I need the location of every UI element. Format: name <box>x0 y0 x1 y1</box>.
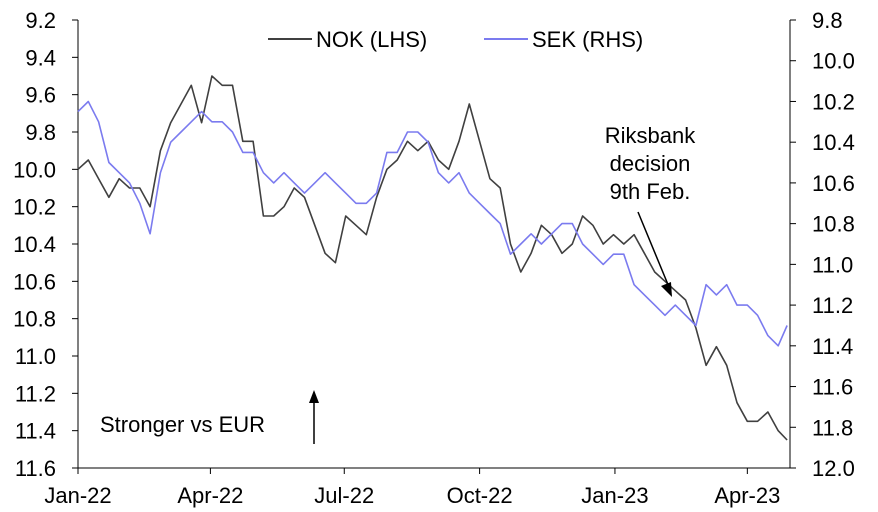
right-tick-label: 11.0 <box>812 252 853 277</box>
x-tick-label: Jan-22 <box>44 483 111 508</box>
x-axis-ticks: Jan-22 Apr-22 Jul-22 Oct-22 Jan-23 Apr-23 <box>44 468 780 508</box>
annotation-line-3: 9th Feb. <box>610 179 691 204</box>
left-axis-ticks: 9.2 9.4 9.6 9.8 10.0 10.2 10.4 10.6 10.8 11.0 11.2… <box>13 8 78 481</box>
right-tick-label: 12.0 <box>812 456 855 481</box>
left-tick-label: 11.6 <box>15 456 56 481</box>
x-tick-label: Oct-22 <box>447 483 513 508</box>
left-tick-label: 9.4 <box>25 45 56 70</box>
right-tick-label: 10.8 <box>812 212 855 237</box>
right-tick-label: 10.4 <box>812 130 855 155</box>
right-tick-label: 11.2 <box>812 293 853 318</box>
series-line-sek <box>77 100 788 347</box>
x-tick-label: Jan-23 <box>581 483 648 508</box>
stronger-label: Stronger vs EUR <box>100 412 265 437</box>
annotation-arrow-head <box>661 282 672 297</box>
plot-area <box>77 20 791 469</box>
left-tick-label: 9.8 <box>25 120 56 145</box>
legend-label-nok: NOK (LHS) <box>316 27 427 52</box>
left-tick-label: 11.4 <box>15 419 56 444</box>
left-tick-label: 10.6 <box>13 269 56 294</box>
x-tick-label: Apr-23 <box>714 483 780 508</box>
right-tick-label: 11.8 <box>812 415 853 440</box>
left-tick-label: 10.0 <box>13 157 56 182</box>
riksbank-annotation: Riksbank decision 9th Feb. <box>605 123 696 297</box>
left-tick-label: 11.0 <box>15 344 56 369</box>
left-tick-label: 11.2 <box>15 381 56 406</box>
x-tick-label: Apr-22 <box>177 483 243 508</box>
left-tick-label: 10.4 <box>13 232 56 257</box>
stronger-annotation: Stronger vs EUR <box>100 390 319 444</box>
left-tick-label: 9.6 <box>25 83 56 108</box>
x-tick-label: Jul-22 <box>314 483 374 508</box>
stronger-arrow-head <box>309 390 319 403</box>
annotation-arrow-shaft <box>637 211 670 288</box>
left-tick-label: 9.2 <box>25 8 56 33</box>
right-tick-label: 10.2 <box>812 89 855 114</box>
right-tick-label: 11.6 <box>812 375 853 400</box>
legend: NOK (LHS) SEK (RHS) <box>268 27 643 52</box>
right-tick-label: 10.0 <box>812 49 855 74</box>
right-tick-label: 9.8 <box>812 8 843 33</box>
right-tick-label: 10.6 <box>812 171 855 196</box>
legend-label-sek: SEK (RHS) <box>532 27 643 52</box>
left-tick-label: 10.8 <box>13 307 56 332</box>
annotation-line-2: decision <box>610 151 691 176</box>
annotation-line-1: Riksbank <box>605 123 696 148</box>
right-axis-ticks: 9.8 10.0 10.2 10.4 10.6 10.8 11.0 11.2 11.4 11.6 1… <box>790 8 855 481</box>
left-tick-label: 10.2 <box>13 195 56 220</box>
right-tick-label: 11.4 <box>812 334 853 359</box>
